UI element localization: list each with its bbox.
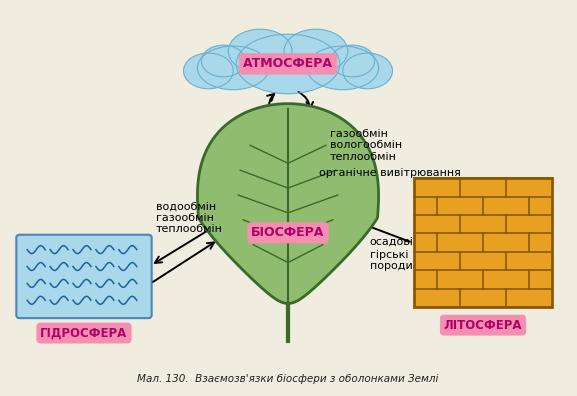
Ellipse shape <box>228 29 292 73</box>
Text: газообмін
вологообмін
теплообмін: газообмін вологообмін теплообмін <box>330 129 402 162</box>
Ellipse shape <box>201 45 245 77</box>
Ellipse shape <box>183 53 233 89</box>
Bar <box>414 178 552 307</box>
Ellipse shape <box>307 46 379 90</box>
Text: осадові
гірські
породи: осадові гірські породи <box>370 238 414 271</box>
Text: ЛІТОСФЕРА: ЛІТОСФЕРА <box>444 319 522 331</box>
Text: БІОСФЕРА: БІОСФЕРА <box>252 226 325 239</box>
Text: АТМОСФЕРА: АТМОСФЕРА <box>243 57 333 70</box>
Text: ГІДРОСФЕРА: ГІДРОСФЕРА <box>40 327 128 339</box>
Text: Мал. 130.  Взаємозв'язки біосфери з оболонками Землі: Мал. 130. Взаємозв'язки біосфери з оболо… <box>137 374 439 384</box>
Text: водообмін
газообмін
теплообмін: водообмін газообмін теплообмін <box>156 201 223 234</box>
Polygon shape <box>197 104 379 303</box>
Ellipse shape <box>284 29 348 73</box>
FancyBboxPatch shape <box>16 235 152 318</box>
Ellipse shape <box>343 53 392 89</box>
Ellipse shape <box>236 34 340 94</box>
Ellipse shape <box>197 46 269 90</box>
Ellipse shape <box>331 45 374 77</box>
Text: органічне вивітрювання: органічне вивітрювання <box>319 168 460 178</box>
